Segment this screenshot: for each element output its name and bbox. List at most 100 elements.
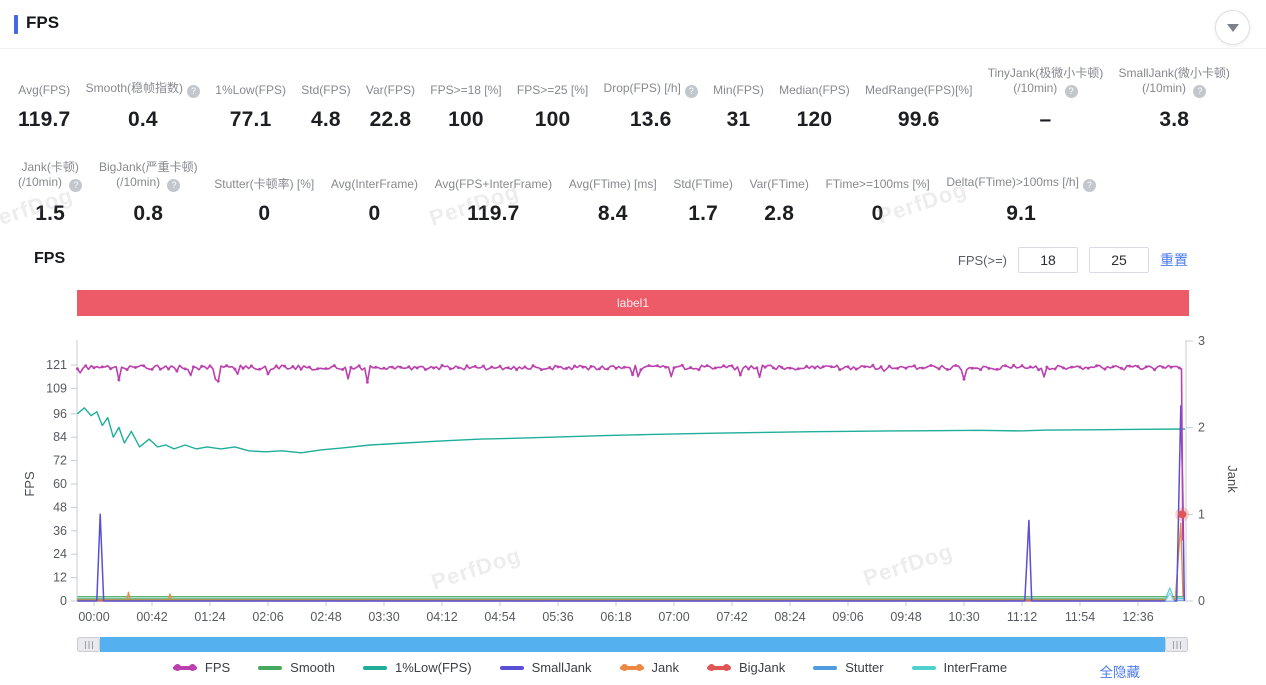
fps-point-dot: [564, 367, 568, 370]
fps-point-dot: [531, 364, 535, 368]
stat-value: 119.7: [467, 202, 520, 225]
legend-marker-icon: [619, 664, 644, 671]
legend-marker-dot: [620, 664, 628, 671]
fps-point-dot: [515, 368, 519, 372]
scrollbar-range[interactable]: [100, 637, 1165, 652]
fps-point-dot: [1045, 365, 1049, 369]
stat-value: 1.7: [688, 202, 719, 225]
legend-item-stutter[interactable]: Stutter: [813, 660, 884, 675]
stat-label-line: FPS>=18 [%]: [430, 83, 502, 97]
stat-value: 3.8: [1159, 108, 1190, 131]
chart-scrollbar[interactable]: [77, 637, 1188, 652]
x-tick-label: 11:12: [1007, 610, 1037, 624]
fps-point-dot: [755, 366, 759, 370]
header-accent-bar: [14, 15, 18, 34]
fps-point-dot: [730, 364, 734, 368]
legend-marker-dot: [635, 664, 643, 671]
fps-point-dot: [233, 367, 237, 371]
x-tick-label: 10:30: [948, 610, 979, 624]
fps-threshold-input-1[interactable]: [1018, 247, 1078, 273]
stat-label: Delta(FTime)>100ms [/h]?: [946, 158, 1096, 192]
legend-item-smooth[interactable]: Smooth: [258, 660, 335, 675]
fps-point-dot: [1177, 366, 1181, 370]
legend-item-jank[interactable]: Jank: [619, 660, 679, 675]
fps-point-dot: [672, 366, 676, 370]
legend-marker-icon: [172, 664, 197, 671]
x-tick-label: 11:54: [1065, 610, 1095, 624]
fps-point-dot: [432, 366, 436, 370]
legend-item-fps[interactable]: FPS: [172, 660, 230, 675]
fps-point-dot: [1028, 365, 1032, 369]
y-left-tick-label: 36: [53, 524, 67, 538]
fps-threshold-controls: FPS(>=) 重置: [958, 247, 1188, 273]
fps-point-dot: [208, 364, 212, 368]
fps-point-dot: [962, 377, 966, 381]
grip-icon: [1172, 640, 1181, 649]
stat-label-line: Var(FTime): [749, 177, 809, 191]
collapse-panel-button[interactable]: [1215, 10, 1250, 45]
scrollbar-left-handle[interactable]: [77, 637, 100, 652]
fps-point-dot: [324, 367, 328, 371]
fps-point-dot: [788, 366, 792, 370]
stat-item: Median(FPS) 120: [779, 64, 850, 132]
fps-point-dot: [689, 366, 693, 369]
fps-point-dot: [1169, 365, 1173, 369]
scrollbar-right-handle[interactable]: [1165, 637, 1188, 652]
label-banner-text: label1: [616, 296, 650, 310]
help-icon[interactable]: ?: [1064, 85, 1078, 98]
fps-point-dot: [838, 368, 842, 372]
fps-point-dot: [299, 367, 303, 371]
fps-point-dot: [614, 366, 618, 370]
stat-label-line: Median(FPS): [779, 83, 850, 97]
legend-item-1-low-fps-[interactable]: 1%Low(FPS): [362, 660, 472, 675]
x-tick-label: 09:06: [832, 610, 863, 624]
stat-value: 100: [448, 108, 484, 131]
fps-point-dot: [1078, 365, 1082, 369]
legend-item-bigjank[interactable]: BigJank: [707, 660, 785, 675]
help-icon[interactable]: ?: [684, 85, 698, 98]
stat-item: 1%Low(FPS) 77.1: [215, 64, 286, 132]
fps-point-dot: [871, 363, 875, 367]
legend-label: 1%Low(FPS): [394, 660, 472, 675]
stat-label-line: Std(FTime): [673, 177, 733, 191]
stat-label-line: Min(FPS): [713, 83, 764, 97]
fps-point-dot: [539, 368, 543, 372]
fps-threshold-input-2[interactable]: [1089, 247, 1149, 273]
stat-item: Avg(FPS) 119.7: [18, 64, 70, 132]
stat-label: MedRange(FPS)[%]: [865, 64, 972, 98]
fps-point-dot: [863, 365, 867, 369]
fps-point-dot: [382, 366, 386, 370]
series-line-jank: [77, 522, 1184, 600]
fps-point-dot: [771, 366, 775, 370]
fps-point-dot: [1086, 366, 1090, 370]
fps-point-dot: [283, 364, 287, 368]
stat-label: Std(FPS): [301, 64, 350, 98]
fps-point-dot: [1144, 365, 1148, 369]
help-icon[interactable]: ?: [1193, 85, 1207, 98]
stat-value: 2.8: [764, 202, 795, 225]
stat-label-line: Avg(InterFrame): [330, 177, 419, 191]
help-icon[interactable]: ?: [69, 179, 83, 192]
fps-point-dot: [796, 367, 800, 371]
help-icon[interactable]: ?: [187, 85, 201, 98]
y-left-tick-label: 24: [53, 547, 67, 561]
legend-marker-icon: [499, 665, 524, 670]
reset-link[interactable]: 重置: [1160, 252, 1188, 268]
fps-point-dot: [241, 366, 245, 370]
x-tick-label: 07:42: [716, 610, 747, 624]
legend-item-smalljank[interactable]: SmallJank: [499, 660, 592, 675]
fps-point-dot: [75, 367, 79, 371]
stat-label-line: BigJank(严重卡顿): [98, 160, 198, 174]
label-banner[interactable]: label1: [77, 290, 1189, 316]
stat-item: FPS>=25 [%] 100: [517, 64, 588, 132]
hide-all-link[interactable]: 全隐藏: [1099, 665, 1141, 680]
fps-point-dot: [357, 364, 361, 368]
y-right-axis-title: Jank: [1225, 465, 1240, 493]
fps-point-dot: [457, 366, 461, 370]
legend-item-interframe[interactable]: InterFrame: [911, 660, 1007, 675]
fps-point-dot: [597, 367, 601, 371]
help-icon[interactable]: ?: [167, 179, 181, 192]
help-icon[interactable]: ?: [1082, 179, 1096, 192]
